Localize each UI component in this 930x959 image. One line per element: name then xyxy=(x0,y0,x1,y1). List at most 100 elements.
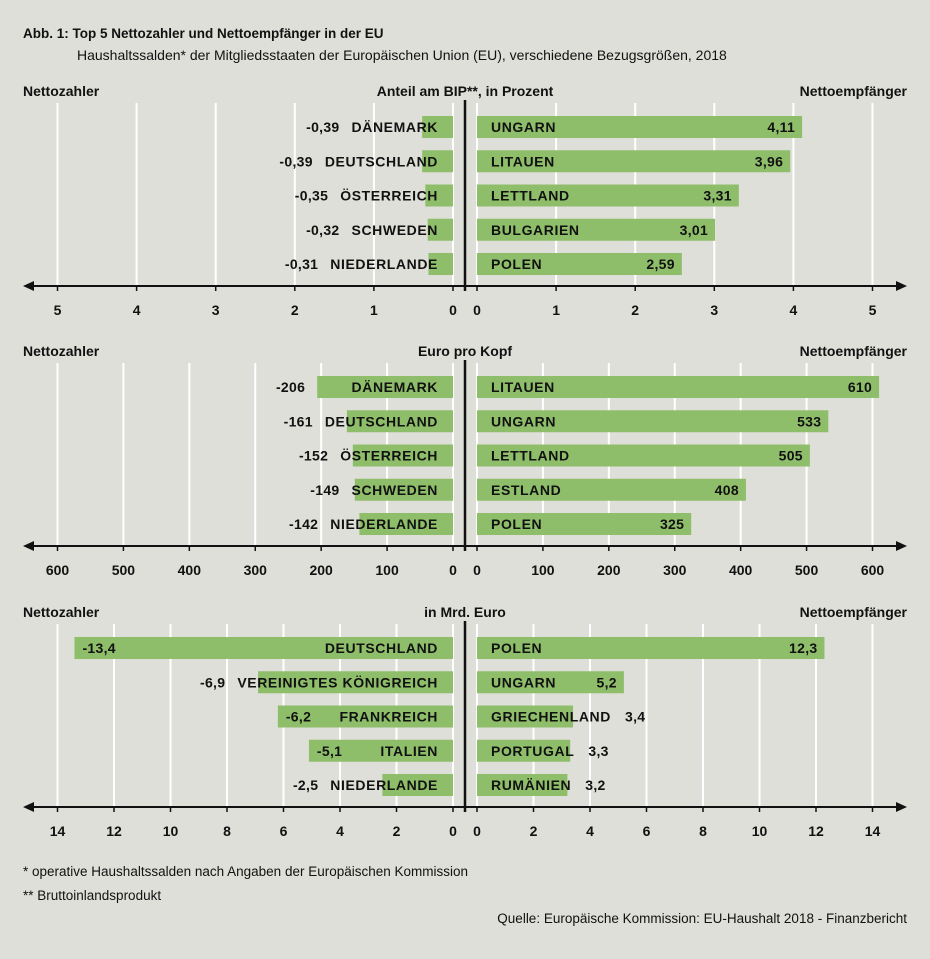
country-label-ungarn: UNGARN xyxy=(491,674,556,690)
bar-niederlande xyxy=(359,513,453,535)
bar-polen xyxy=(477,253,682,275)
value-label-niederlande: -142 xyxy=(289,516,318,532)
tick-label: 400 xyxy=(178,562,202,578)
value-label-lettland: 505 xyxy=(779,448,803,464)
value-label-ungarn: 4,11 xyxy=(767,119,795,135)
country-label-rumaenien: RUMÄNIEN xyxy=(491,777,571,793)
axis-arrow-right-icon xyxy=(896,281,907,291)
value-label-daenemark: -0,39 xyxy=(306,119,339,135)
x-axis xyxy=(23,100,907,291)
tick-label: 12 xyxy=(808,823,824,839)
chart-panel-1: Nettozahler Nettoempfänger Anteil am BIP**… xyxy=(23,83,908,318)
tick-label: 300 xyxy=(244,562,268,578)
tick-label: 1 xyxy=(552,302,560,318)
bars xyxy=(74,637,825,796)
chart-panel-3: Nettozahler Nettoempfänger in Mrd. Euro DEU… xyxy=(23,604,908,839)
bars xyxy=(317,376,880,535)
x-axis xyxy=(23,360,907,551)
tick-label: 3 xyxy=(212,302,220,318)
country-label-oesterreich: ÖSTERREICH xyxy=(340,188,438,204)
tick-label: 6 xyxy=(280,823,288,839)
value-label-portugal: 3,3 xyxy=(588,743,608,759)
bar-estland xyxy=(477,478,746,501)
bar-niederlande xyxy=(428,253,453,275)
country-label-bulgarien: BULGARIEN xyxy=(491,222,580,238)
tick-label: 0 xyxy=(449,562,457,578)
country-label-niederlande: NIEDERLANDE xyxy=(330,777,438,793)
tick-label: 100 xyxy=(531,562,555,578)
tick-label: 600 xyxy=(861,562,885,578)
unit-title: Euro pro Kopf xyxy=(418,343,512,359)
bar-rumaenien xyxy=(477,774,568,796)
tick-label: 10 xyxy=(752,823,768,839)
tick-label: 500 xyxy=(112,562,136,578)
tick-label: 12 xyxy=(106,823,122,839)
value-label-rumaenien: 3,2 xyxy=(585,777,605,793)
tick-label: 4 xyxy=(336,823,344,839)
country-label-daenemark: DÄNEMARK xyxy=(352,119,438,135)
tick-label: 4 xyxy=(133,302,141,318)
axis-arrow-right-icon xyxy=(896,802,907,812)
bar-oesterreich xyxy=(425,184,453,207)
tick-label: 100 xyxy=(375,562,399,578)
value-label-litauen: 3,96 xyxy=(755,153,783,169)
value-label-daenemark: -206 xyxy=(276,379,305,395)
tick-label: 300 xyxy=(663,562,687,578)
value-label-bulgarien: 3,01 xyxy=(680,222,708,238)
tick-label: 2 xyxy=(530,823,538,839)
value-label-litauen: 610 xyxy=(848,379,872,395)
source-note: Quelle: Europäische Kommission: EU-Haush… xyxy=(497,911,907,926)
value-label-niederlande: -2,5 xyxy=(293,777,318,793)
tick-label: 2 xyxy=(393,823,401,839)
tick-label: 14 xyxy=(50,823,66,839)
tick-label: 3 xyxy=(710,302,718,318)
bars xyxy=(422,116,803,275)
bar-ungarn xyxy=(477,116,803,138)
tick-label: 5 xyxy=(54,302,62,318)
value-label-schweden: -149 xyxy=(310,482,339,498)
tick-label: 0 xyxy=(473,302,481,318)
bar-bulgarien xyxy=(477,218,716,241)
axis-arrow-right-icon xyxy=(896,541,907,551)
value-label-deutschland: -161 xyxy=(284,413,313,429)
value-label-lettland: 3,31 xyxy=(703,188,731,204)
country-label-polen: POLEN xyxy=(491,640,542,656)
tick-label: 6 xyxy=(643,823,651,839)
series-header-nettozahler: Nettozahler xyxy=(23,83,100,99)
value-label-vereinigtes-koenigreich: -6,9 xyxy=(200,674,225,690)
tick-label: 4 xyxy=(586,823,594,839)
bar-polen xyxy=(477,513,692,535)
series-header-nettoempfaenger: Nettoempfänger xyxy=(800,604,908,620)
tick-label: 14 xyxy=(865,823,881,839)
labels: Nettozahler Nettoempfänger Anteil am BIP**… xyxy=(23,83,908,318)
tick-label: 8 xyxy=(699,823,707,839)
country-label-niederlande: NIEDERLANDE xyxy=(330,256,438,272)
country-label-deutschland: DEUTSCHLAND xyxy=(325,640,438,656)
tick-label: 200 xyxy=(309,562,333,578)
value-label-italien: -5,1 xyxy=(317,743,342,759)
figure-subtitle: Haushaltssalden* der Mitgliedsstaaten de… xyxy=(77,47,727,63)
figure-title: Abb. 1: Top 5 Nettozahler und Nettoempfä… xyxy=(23,26,384,41)
tick-label: 10 xyxy=(163,823,179,839)
country-label-lettland: LETTLAND xyxy=(491,188,570,204)
bar-portugal xyxy=(477,739,571,762)
country-label-frankreich: FRANKREICH xyxy=(339,709,438,725)
tick-label: 2 xyxy=(291,302,299,318)
bar-schweden xyxy=(427,218,453,241)
value-label-oesterreich: -0,35 xyxy=(295,188,328,204)
country-label-ungarn: UNGARN xyxy=(491,413,556,429)
value-label-ungarn: 5,2 xyxy=(597,674,617,690)
value-label-niederlande: -0,31 xyxy=(285,256,318,272)
bar-schweden xyxy=(354,478,453,501)
footnote-bruttoinlandsprodukt: ** Bruttoinlandsprodukt xyxy=(23,888,162,903)
axis-arrow-left-icon xyxy=(23,541,34,551)
country-label-litauen: LITAUEN xyxy=(491,153,555,169)
tick-label: 400 xyxy=(729,562,753,578)
value-label-deutschland: -0,39 xyxy=(279,153,312,169)
value-label-estland: 408 xyxy=(715,482,739,498)
country-label-daenemark: DÄNEMARK xyxy=(352,379,438,395)
bar-litauen xyxy=(477,150,791,173)
bar-ungarn xyxy=(477,410,829,433)
